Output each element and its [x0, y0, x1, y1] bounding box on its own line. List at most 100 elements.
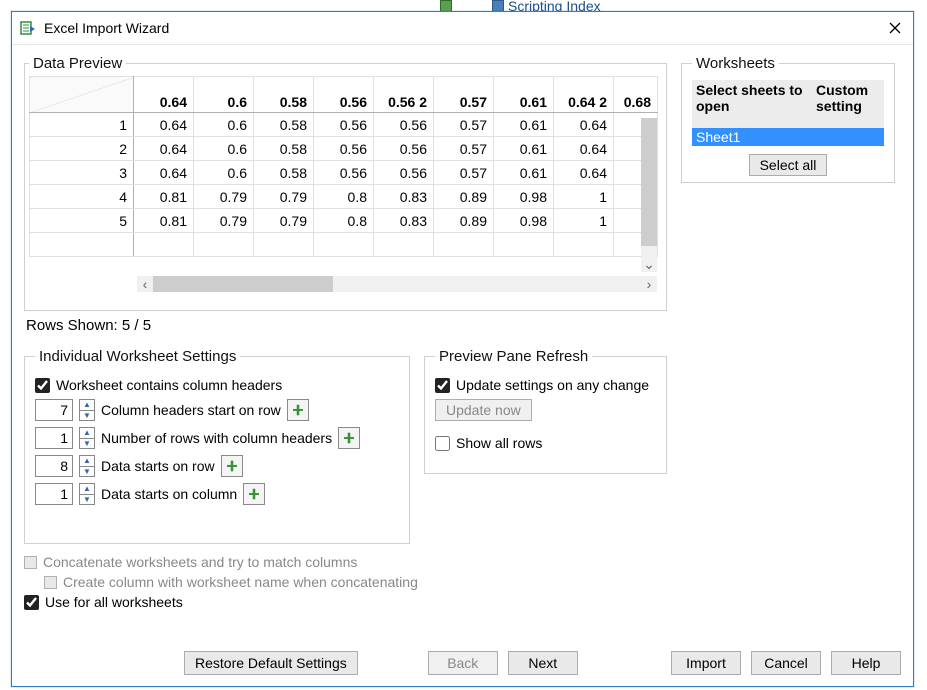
spinner-3[interactable]: ▲▼ — [79, 483, 95, 505]
cell[interactable]: 0.8 — [314, 209, 374, 233]
cell[interactable]: 0.8 — [314, 185, 374, 209]
cell[interactable]: 0.83 — [374, 209, 434, 233]
cell[interactable]: 0.83 — [374, 185, 434, 209]
cell[interactable]: 0.64 — [134, 137, 194, 161]
worksheet-headers-checkbox[interactable] — [35, 378, 50, 393]
col-header[interactable]: 0.57 — [434, 77, 494, 113]
cell[interactable]: 0.64 — [554, 161, 614, 185]
col-header[interactable]: 0.56 2 — [374, 77, 434, 113]
spin-up-icon[interactable]: ▲ — [80, 400, 94, 411]
cell[interactable]: 0.81 — [134, 185, 194, 209]
spin-down-icon[interactable]: ▼ — [80, 467, 94, 477]
cell[interactable]: 0.57 — [434, 161, 494, 185]
restore-defaults-button[interactable]: Restore Default Settings — [184, 651, 358, 675]
col-header[interactable]: 0.68 — [614, 77, 658, 113]
scroll-left-icon[interactable]: ‹ — [137, 276, 153, 292]
close-icon[interactable] — [885, 18, 905, 38]
table-row[interactable]: 10.640.60.580.560.560.570.610.64 — [30, 113, 658, 137]
cell[interactable]: 0.64 — [134, 113, 194, 137]
spinner-2[interactable]: ▲▼ — [79, 455, 95, 477]
scroll-down-icon[interactable]: ⌄ — [641, 256, 657, 272]
cell[interactable]: 0.79 — [194, 209, 254, 233]
table-row[interactable]: 40.810.790.790.80.830.890.981 — [30, 185, 658, 209]
cell[interactable]: 0.61 — [494, 161, 554, 185]
cell[interactable]: 0.61 — [494, 137, 554, 161]
col-header[interactable]: 0.61 — [494, 77, 554, 113]
show-all-rows-checkbox[interactable] — [435, 436, 450, 451]
cell[interactable]: 0.56 — [314, 113, 374, 137]
plus-icon[interactable] — [338, 427, 360, 449]
cell[interactable]: 0.58 — [254, 161, 314, 185]
table-row[interactable]: 50.810.790.790.80.830.890.981 — [30, 209, 658, 233]
cell[interactable]: 0.79 — [194, 185, 254, 209]
spinner-1[interactable]: ▲▼ — [79, 427, 95, 449]
help-button[interactable]: Help — [831, 651, 901, 675]
spin-up-icon[interactable]: ▲ — [80, 484, 94, 495]
preview-table[interactable]: 0.64 0.6 0.58 0.56 0.56 2 0.57 0.61 0.64… — [29, 76, 658, 257]
spin-down-icon[interactable]: ▼ — [80, 439, 94, 449]
worksheet-row-sheet1[interactable]: Sheet1 — [692, 128, 884, 146]
next-button[interactable]: Next — [508, 651, 578, 675]
cell[interactable]: 1 — [554, 209, 614, 233]
cell[interactable]: 1 — [554, 185, 614, 209]
cell[interactable]: 0.89 — [434, 185, 494, 209]
plus-icon[interactable] — [287, 399, 309, 421]
cell[interactable]: 0.64 — [554, 137, 614, 161]
vertical-scrollbar[interactable]: ⌄ — [641, 118, 657, 272]
cell[interactable]: 0.6 — [194, 137, 254, 161]
cell[interactable]: 0.57 — [434, 113, 494, 137]
spin-up-icon[interactable]: ▲ — [80, 456, 94, 467]
col-header[interactable]: 0.6 — [194, 77, 254, 113]
show-all-rows-label: Show all rows — [456, 435, 542, 451]
cell[interactable]: 0.64 — [134, 161, 194, 185]
spinner-0[interactable]: ▲▼ — [79, 399, 95, 421]
cell[interactable]: 0.98 — [494, 185, 554, 209]
cell[interactable]: 0.56 — [374, 161, 434, 185]
cell[interactable]: 0.58 — [254, 137, 314, 161]
spin-input-0[interactable] — [35, 399, 73, 421]
table-row[interactable]: 20.640.60.580.560.560.570.610.64 — [30, 137, 658, 161]
cancel-button[interactable]: Cancel — [751, 651, 821, 675]
update-settings-checkbox[interactable] — [435, 378, 450, 393]
table-row[interactable]: 30.640.60.580.560.560.570.610.64 — [30, 161, 658, 185]
cell[interactable]: 0.6 — [194, 161, 254, 185]
spin-down-icon[interactable]: ▼ — [80, 411, 94, 421]
cell[interactable]: 0.89 — [434, 209, 494, 233]
cell[interactable]: 0.79 — [254, 209, 314, 233]
cell[interactable]: 0.61 — [494, 113, 554, 137]
use-for-all-checkbox[interactable] — [24, 595, 39, 610]
plus-icon[interactable] — [221, 455, 243, 477]
spin-input-1[interactable] — [35, 427, 73, 449]
cell[interactable]: 0.79 — [254, 185, 314, 209]
spin-up-icon[interactable]: ▲ — [80, 428, 94, 439]
col-header[interactable]: 0.56 — [314, 77, 374, 113]
spin-input-3[interactable] — [35, 483, 73, 505]
plus-icon[interactable] — [243, 483, 265, 505]
cell[interactable]: 0.56 — [374, 113, 434, 137]
row-number: 5 — [30, 209, 134, 233]
scroll-right-icon[interactable]: › — [641, 276, 657, 292]
data-preview-group: Data Preview 0.64 — [24, 55, 667, 311]
cell[interactable]: 0.98 — [494, 209, 554, 233]
import-button[interactable]: Import — [671, 651, 741, 675]
cell[interactable]: 0.56 — [374, 137, 434, 161]
row-number: 3 — [30, 161, 134, 185]
update-now-button[interactable]: Update now — [435, 399, 532, 421]
window-title: Excel Import Wizard — [44, 20, 885, 36]
cell[interactable]: 0.81 — [134, 209, 194, 233]
data-preview-legend: Data Preview — [29, 55, 126, 72]
back-button[interactable]: Back — [428, 651, 498, 675]
cell[interactable]: 0.57 — [434, 137, 494, 161]
cell[interactable]: 0.6 — [194, 113, 254, 137]
cell[interactable]: 0.64 — [554, 113, 614, 137]
cell[interactable]: 0.56 — [314, 137, 374, 161]
spin-input-2[interactable] — [35, 455, 73, 477]
col-header[interactable]: 0.58 — [254, 77, 314, 113]
col-header[interactable]: 0.64 2 — [554, 77, 614, 113]
cell[interactable]: 0.56 — [314, 161, 374, 185]
select-all-button[interactable]: Select all — [749, 154, 828, 176]
spin-down-icon[interactable]: ▼ — [80, 495, 94, 505]
col-header[interactable]: 0.64 — [134, 77, 194, 113]
cell[interactable]: 0.58 — [254, 113, 314, 137]
horizontal-scrollbar[interactable]: ‹ › — [137, 276, 657, 292]
